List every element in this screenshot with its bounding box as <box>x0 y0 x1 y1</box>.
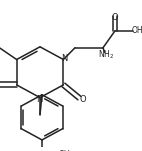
Text: OH: OH <box>59 150 70 151</box>
Text: N: N <box>36 95 42 104</box>
Text: O: O <box>112 13 118 22</box>
Text: NH$_2$: NH$_2$ <box>98 49 114 61</box>
Text: OH: OH <box>131 26 142 35</box>
Text: N: N <box>61 54 68 63</box>
Text: O: O <box>79 95 86 104</box>
